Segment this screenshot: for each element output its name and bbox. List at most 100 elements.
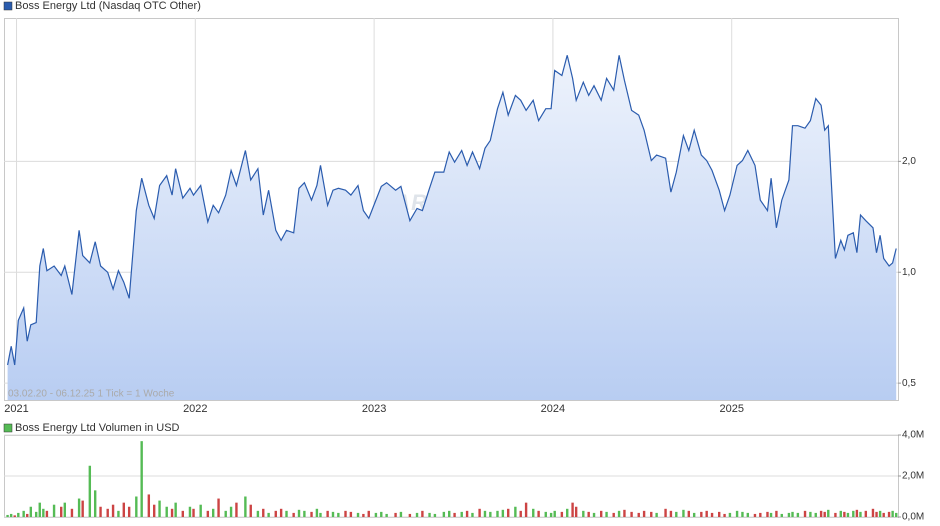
volume-bar [843,511,846,517]
volume-bar [38,502,41,517]
y-tick-label: 0,5 [902,378,916,389]
annotation: 03.02.20 - 06.12.25 1 Tick = 1 Woche [8,389,175,400]
volume-bar [519,510,522,517]
volume-bar [514,506,517,517]
legend-swatch [3,423,13,433]
volume-bar [81,500,84,517]
volume-bar [174,502,177,517]
volume-bar [235,502,238,517]
volume-bar [408,513,412,517]
volume-bar [746,512,750,517]
area-fill [7,55,897,401]
volume-bar [460,511,463,517]
volume-bar [319,512,322,517]
y-tick-label: 2,0 [902,156,916,167]
volume-bar [453,512,456,517]
volume-bar [823,511,826,517]
volume-bar [507,508,510,517]
volume-bar [292,512,295,517]
volume-bar [127,506,131,517]
volume-bar [769,512,773,517]
volume-bar [587,511,590,517]
volume-bar [650,511,653,517]
volume-bar [93,490,97,517]
volume-bar [483,510,487,517]
volume-bar [571,502,574,517]
volume-bar [310,511,313,517]
volume-bar [42,508,45,517]
volume-bar [675,511,678,517]
volume-bar [718,511,721,517]
volume-bar [574,506,578,517]
volume-bar [262,508,265,517]
volume-bar [415,512,419,517]
x-tick-label: 2022 [183,403,207,415]
volume-bar [244,496,247,517]
volume-bar [775,510,778,517]
volume-bar [188,506,192,517]
volume-bar [256,510,260,517]
volume-bar [331,511,335,517]
volume-bar [705,510,708,517]
volume-bar [206,510,210,517]
volume-bar [478,508,481,517]
volume-bar [859,511,862,517]
volume-bar [152,504,156,517]
volume-bar [385,513,388,517]
volume-bar [274,510,277,517]
volume-bar [741,511,744,517]
volume-bar [875,511,878,517]
volume-bar [442,511,446,517]
volume-bar [780,513,783,517]
volume-bar [692,512,696,517]
y-tick-label: 4,0M [902,430,924,441]
volume-bar [803,510,807,517]
volume-bar [882,512,885,517]
volume-bar [60,506,63,517]
volume-bar [700,511,703,517]
volume-bar [549,512,553,517]
volume-bar [117,510,120,517]
volume-bar [26,513,29,517]
volume-bar [399,511,403,517]
volume-bar [224,510,227,517]
volume-bar [887,511,891,517]
volume-bar [669,510,673,517]
volume-bar [147,494,151,517]
volume-bar [63,502,66,517]
volume-bar [728,512,732,517]
volume-bar [623,509,626,517]
volume-bar [337,512,340,517]
volume-bar [814,512,817,517]
volume-bar [135,496,138,517]
volume-bar [753,513,757,517]
volume-bar [787,512,791,517]
volume-bar [106,508,109,517]
volume-bar [489,511,492,517]
volume-bar [29,506,33,517]
x-tick-label: 2023 [362,403,386,415]
volume-bar [192,508,195,517]
volume-bar [759,512,762,517]
volume-bar [710,512,714,517]
volume-bar [326,510,329,517]
volume-bar [852,510,855,517]
volume-bar [349,511,353,517]
volume-bar [249,504,252,517]
volume-bar [52,504,56,517]
volume-bar [158,500,161,517]
volume-bar [839,510,842,517]
volume-bar [34,511,38,517]
volume-bar [428,512,431,517]
volume-bar [217,498,220,517]
volume-bar [682,509,685,517]
volume-bar [501,509,505,517]
volume-bar [723,513,726,517]
volume-bar [471,512,474,517]
volume-bar [655,512,658,517]
volume-bar [637,512,640,517]
volume-bar [766,511,769,517]
volume-bar [111,504,115,517]
volume-bar [367,510,370,517]
